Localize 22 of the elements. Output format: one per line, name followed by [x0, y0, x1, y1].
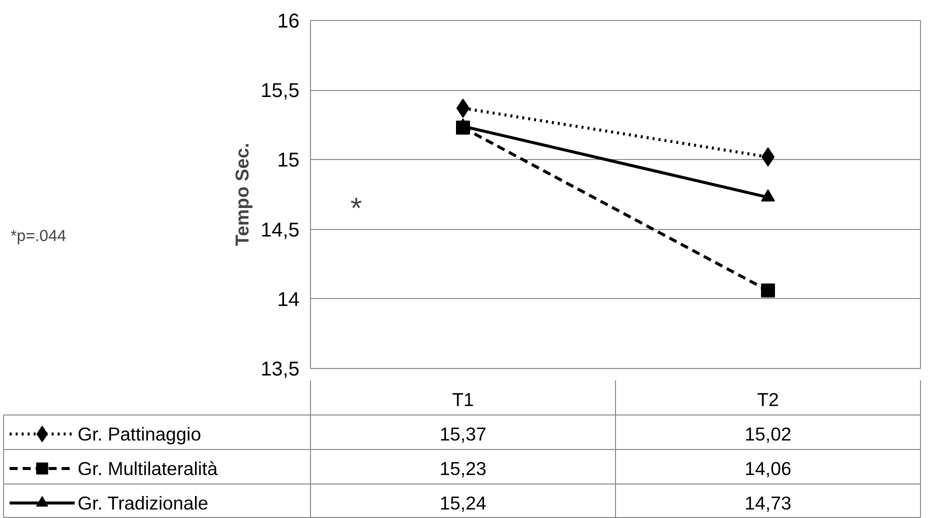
- annotation: *: [350, 192, 362, 225]
- y-tick-label: 14: [277, 288, 300, 311]
- x-tick-label: T2: [757, 388, 779, 410]
- y-tick-label: 15,5: [260, 80, 300, 102]
- data-label: 14,06: [744, 458, 792, 479]
- legend-label: Gr. Pattinaggio: [78, 423, 202, 444]
- data-label: 14,73: [744, 492, 792, 514]
- point: [456, 98, 470, 118]
- data-label: 15,24: [440, 492, 486, 514]
- x-tick-label: T1: [452, 388, 474, 410]
- data-label: 15,02: [744, 423, 792, 444]
- text: *p=.044: [10, 228, 66, 245]
- data-label: 15,37: [440, 423, 486, 444]
- legend-label: Gr. Tradizionale: [78, 492, 208, 514]
- y-tick-label: 13,5: [260, 358, 300, 380]
- y-tick-label: 14,5: [260, 219, 300, 242]
- y-tick-label: 16: [277, 10, 300, 32]
- data-label: 15,23: [440, 458, 486, 479]
- y-axis-title: Tempo Sec.: [232, 142, 253, 246]
- legend-label: Gr. Multilateralità: [78, 458, 218, 479]
- y-tick-label: 15: [277, 150, 300, 172]
- point: [761, 284, 775, 298]
